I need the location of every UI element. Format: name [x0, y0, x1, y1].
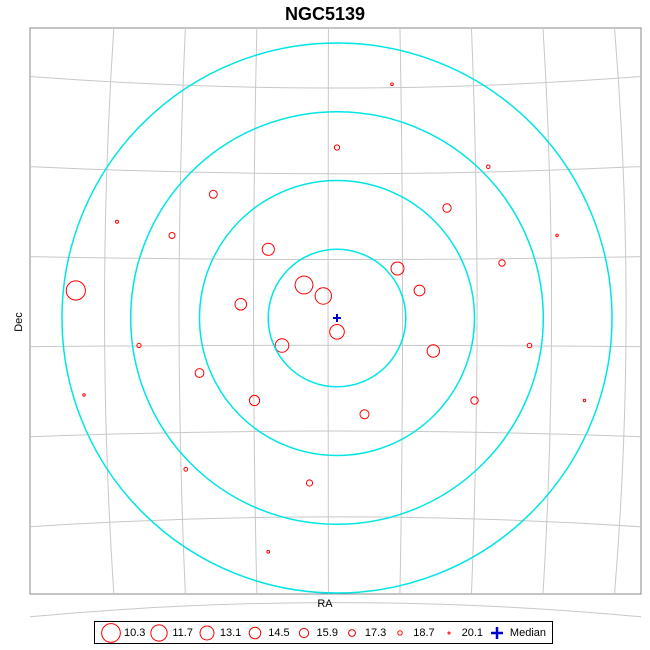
star-point [305, 479, 314, 487]
legend-item: 17.3 [342, 623, 386, 643]
circle-marker-icon [248, 626, 262, 639]
legend-label: 17.3 [364, 626, 387, 639]
legend-label: 18.7 [413, 626, 435, 639]
star-point [194, 368, 205, 378]
star-point [526, 342, 533, 349]
plus-icon [490, 626, 503, 639]
grid-line-vertical [104, 27, 115, 595]
grid-line-vertical [178, 27, 186, 595]
grid-line-vertical [399, 27, 404, 595]
star-point [274, 338, 290, 353]
star-point [470, 396, 479, 405]
star-point [168, 232, 176, 239]
star-point [329, 324, 345, 340]
star-point [359, 409, 370, 420]
grid-line-horizontal [29, 602, 642, 618]
star-point [413, 284, 426, 297]
grid-line-horizontal [29, 516, 642, 528]
scatter-plot [29, 27, 642, 618]
x-axis-label: RA [317, 598, 333, 610]
star-point [333, 144, 341, 151]
star-point [486, 164, 491, 170]
median-marker [333, 314, 341, 322]
legend-label: 10.3 [124, 626, 146, 639]
star-point [136, 342, 142, 349]
grid-line-horizontal [29, 256, 642, 261]
star-point [115, 219, 119, 224]
circle-marker-icon [298, 627, 309, 638]
star-point [582, 398, 587, 403]
legend-label: 13.1 [219, 626, 242, 639]
legend-item: Median [487, 623, 546, 643]
radius-rings [61, 42, 613, 594]
circle-marker-icon [150, 623, 169, 642]
grid-line-vertical [253, 27, 258, 595]
grid-line-horizontal [29, 430, 642, 438]
star-point [390, 261, 405, 276]
circle-marker-icon [447, 630, 451, 635]
legend-label: 15.9 [316, 626, 338, 639]
star-point [248, 394, 261, 407]
radius-ring [198, 179, 476, 457]
star-point [442, 203, 452, 213]
legend-item: 14.5 [245, 623, 290, 643]
star-point [498, 259, 506, 267]
grid-line-vertical [470, 27, 478, 595]
legend-item: 18.7 [390, 623, 435, 643]
circle-marker-icon [347, 628, 356, 637]
y-axis-label: Dec [13, 312, 25, 332]
circle-marker-icon [101, 622, 121, 643]
radius-ring [129, 110, 545, 526]
legend-label: 11.7 [172, 626, 193, 639]
legend-item: 20.1 [439, 623, 483, 643]
star-point [82, 393, 86, 397]
star-point [266, 549, 271, 554]
radius-ring [267, 248, 407, 388]
grid-lines [29, 27, 642, 618]
circle-marker-icon [199, 625, 215, 640]
radius-ring [61, 42, 613, 594]
grid-line-vertical [542, 27, 553, 595]
grid-line-horizontal [29, 344, 642, 348]
circle-marker-icon [397, 629, 403, 636]
plot-area [29, 27, 642, 595]
grid-line-horizontal [29, 76, 642, 89]
star-point [183, 466, 189, 472]
grid-line-horizontal [29, 166, 642, 175]
star-point [314, 287, 332, 305]
grid-line-vertical [614, 27, 627, 595]
star-point [390, 82, 394, 87]
legend: 10.3 11.7 13.1 14.5 15.9 17.3 18.7 20.1 Median [94, 621, 553, 644]
star-point [261, 242, 275, 256]
chart-title: NGC5139 [284, 4, 366, 24]
star-point [426, 344, 440, 358]
legend-label: 14.5 [268, 626, 290, 639]
legend-item: 15.9 [294, 623, 338, 643]
star-point [294, 275, 314, 295]
legend-label: Median [509, 626, 546, 639]
legend-item: 11.7 [149, 623, 193, 643]
legend-label: 20.1 [461, 626, 483, 639]
star-point [65, 280, 86, 301]
star-point [234, 298, 248, 311]
legend-item: 10.3 [101, 622, 146, 643]
star-markers [65, 82, 587, 554]
legend-item: 13.1 [197, 623, 241, 643]
star-point [555, 233, 559, 238]
star-point [208, 189, 218, 199]
